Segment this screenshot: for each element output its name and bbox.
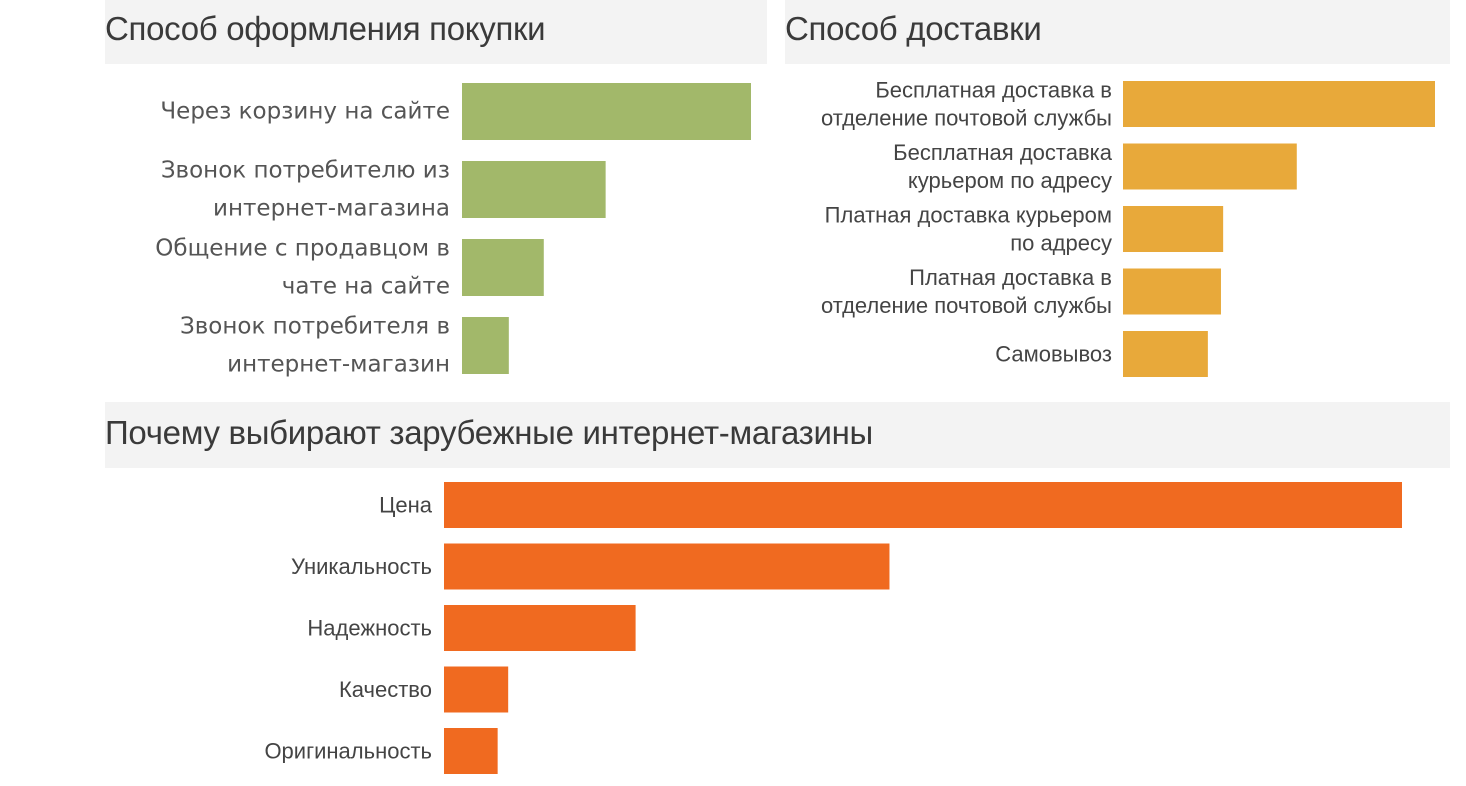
purchase-bar-4 <box>462 317 509 374</box>
reason-label-3: Надежность <box>307 616 432 641</box>
reason-label-4-line-1: Качество <box>339 677 432 702</box>
reason-bar-2 <box>444 543 890 590</box>
purchase-label-3-line-2: чате на сайте <box>282 274 450 300</box>
purchase-label-4-line-2: интернет-магазин <box>227 352 450 378</box>
purchase-label-2-line-2: интернет-магазина <box>213 196 450 222</box>
reason-label-5-line-1: Оригинальность <box>264 739 432 764</box>
delivery-label-2: Бесплатная доставка курьером по адресу <box>893 140 1113 193</box>
delivery-method-panel: Способ доставки Бесплатная доставка в отд… <box>785 0 1450 390</box>
delivery-label-2-line-1: Бесплатная доставка <box>893 140 1113 165</box>
purchase-method-header <box>105 0 767 64</box>
purchase-bar-2 <box>462 161 606 218</box>
delivery-label-1-line-2: отделение почтовой службы <box>821 106 1112 131</box>
delivery-bar-1 <box>1123 81 1435 127</box>
reason-label-2: Уникальность <box>291 554 432 579</box>
purchase-method-panel: Способ оформления покупки Через корзину … <box>105 0 767 390</box>
reason-bar-3 <box>444 605 636 651</box>
delivery-bar-3 <box>1123 206 1224 252</box>
delivery-label-3: Платная доставка курьером по адресу <box>825 203 1112 256</box>
delivery-label-1: Бесплатная доставка в отделение почтовой … <box>821 78 1112 131</box>
delivery-label-3-line-2: по адресу <box>1010 231 1112 256</box>
purchase-label-4-line-1: Звонок потребителя в <box>180 314 450 340</box>
reason-label-4: Качество <box>339 677 432 702</box>
delivery-label-4-line-2: отделение почтовой службы <box>821 293 1112 318</box>
delivery-label-4-line-1: Платная доставка в <box>909 265 1112 290</box>
foreign-stores-title: Почему выбирают зарубежные интернет-мага… <box>105 414 873 451</box>
purchase-label-2-line-1: Звонок потребителю из <box>161 158 450 184</box>
purchase-label-3: Общение с продавцом в чате на сайте <box>155 236 450 300</box>
reason-label-5: Оригинальность <box>264 739 432 764</box>
purchase-label-1: Через корзину на сайте <box>160 99 450 125</box>
reason-bar-1 <box>444 482 1402 528</box>
delivery-bar-5 <box>1123 331 1208 377</box>
purchase-label-2: Звонок потребителю из интернет-магазина <box>161 158 450 222</box>
delivery-method-header <box>785 0 1450 64</box>
foreign-stores-chart: Цена Уникальность Надежность Качество Оригин… <box>264 482 1402 774</box>
delivery-method-title: Способ доставки <box>785 10 1042 47</box>
purchase-label-3-line-1: Общение с продавцом в <box>155 236 450 262</box>
purchase-method-chart: Через корзину на сайте Звонок потребителю… <box>155 83 751 378</box>
purchase-label-4: Звонок потребителя в интернет-магазин <box>180 314 450 378</box>
delivery-bar-2 <box>1123 143 1297 190</box>
delivery-label-3-line-1: Платная доставка курьером <box>825 203 1112 228</box>
purchase-bar-3 <box>462 239 544 296</box>
delivery-label-5: Самовывоз <box>995 342 1112 367</box>
delivery-label-2-line-2: курьером по адресу <box>908 168 1112 193</box>
foreign-stores-panel: Почему выбирают зарубежные интернет-мага… <box>105 402 1450 786</box>
reason-bar-5 <box>444 728 498 774</box>
reason-bar-4 <box>444 666 509 713</box>
reason-label-1-line-1: Цена <box>379 493 433 518</box>
purchase-label-1-line-1: Через корзину на сайте <box>160 99 450 125</box>
delivery-label-1-line-1: Бесплатная доставка в <box>875 78 1112 103</box>
reason-label-1: Цена <box>379 493 433 518</box>
reason-label-3-line-1: Надежность <box>307 616 432 641</box>
foreign-stores-header <box>105 402 1450 468</box>
purchase-bar-1 <box>462 83 751 140</box>
purchase-method-title: Способ оформления покупки <box>105 10 546 47</box>
delivery-label-5-line-1: Самовывоз <box>995 342 1112 367</box>
reason-label-2-line-1: Уникальность <box>291 554 432 579</box>
delivery-bar-4 <box>1123 268 1221 315</box>
delivery-label-4: Платная доставка в отделение почтовой слу… <box>821 265 1112 318</box>
delivery-method-chart: Бесплатная доставка в отделение почтовой … <box>821 78 1435 377</box>
